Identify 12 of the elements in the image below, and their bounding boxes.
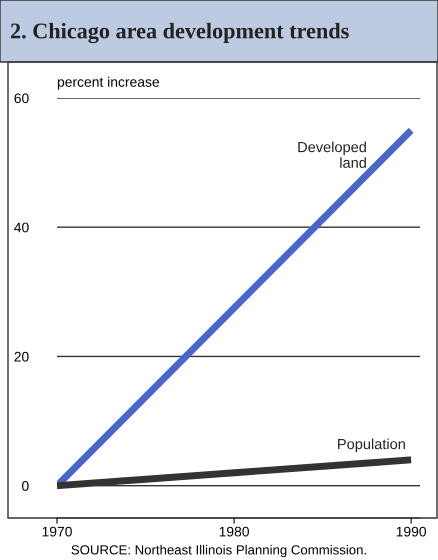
- y-axis-title: percent increase: [58, 76, 160, 90]
- y-tick-label: 40: [14, 222, 29, 232]
- chart-title: 2. Chicago area development trends: [10, 22, 349, 44]
- x-tick-label: 1970: [42, 526, 72, 537]
- series-label: Developed land: [298, 142, 366, 168]
- y-tick-label: 20: [14, 352, 29, 362]
- y-tick-label: 0: [22, 481, 29, 491]
- x-tick-label: 1990: [396, 526, 426, 537]
- y-tick-label: 60: [14, 93, 29, 104]
- source-note: SOURCE: Northeast Illinois Planning Commission.: [71, 544, 366, 558]
- x-tick-label: 1980: [220, 526, 249, 537]
- series-label: Population: [338, 438, 405, 452]
